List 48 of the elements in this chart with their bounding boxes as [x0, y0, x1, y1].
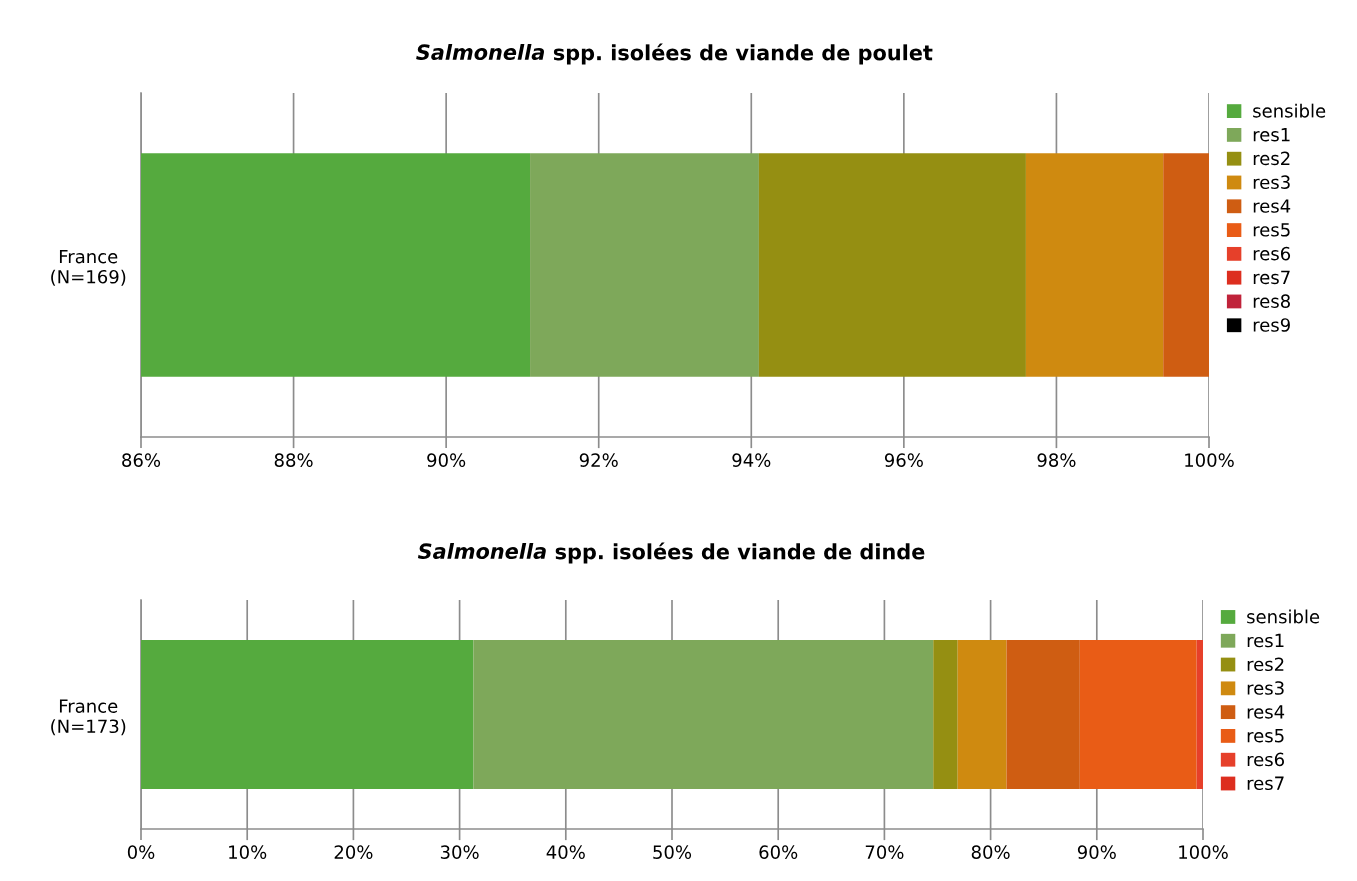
- x-tick-label: 94%: [732, 453, 771, 467]
- chart-title: Salmonella spp. isolées de viande de poulet: [416, 43, 933, 65]
- legend-label: res5: [1253, 223, 1290, 237]
- bar: [957, 640, 1007, 789]
- chart-title: Salmonella spp. isolées de viande de dinde: [417, 542, 925, 564]
- y-tick-label: France (N=169): [51, 249, 126, 286]
- y-tick-label: France (N=173): [51, 699, 126, 736]
- bar: [1006, 640, 1080, 789]
- x-tick-label: 70%: [865, 845, 904, 859]
- x-tick-label: 10%: [229, 845, 267, 859]
- x-tick-label: 80%: [971, 845, 1010, 859]
- bar: [1196, 640, 1203, 789]
- x-tick-label: 90%: [427, 453, 466, 467]
- legend-label: res4: [1253, 199, 1291, 213]
- legend-label: res7: [1253, 270, 1290, 285]
- legend-label: res2: [1253, 151, 1290, 166]
- x-tick-label: 20%: [334, 845, 373, 859]
- x-tick-label: 88%: [274, 453, 313, 467]
- legend-label: sensible: [1247, 609, 1320, 624]
- x-tick-label: 98%: [1037, 453, 1076, 467]
- bar: [473, 640, 934, 789]
- legend-label: res6: [1247, 752, 1284, 767]
- x-tick-label: 0%: [127, 845, 155, 859]
- x-tick-label: 90%: [1077, 845, 1116, 859]
- legend-label: res3: [1253, 175, 1290, 190]
- legend-label: res1: [1253, 128, 1290, 142]
- x-tick-label: 100%: [1179, 845, 1228, 859]
- x-tick-label: 92%: [579, 453, 618, 467]
- bar: [933, 640, 958, 789]
- legend-label: res8: [1253, 294, 1290, 308]
- x-tick-label: 30%: [440, 845, 479, 859]
- legend-label: res2: [1247, 657, 1284, 672]
- legend-label: res5: [1247, 729, 1284, 743]
- x-tick-label: 86%: [122, 453, 161, 467]
- legend-label: res7: [1247, 776, 1284, 791]
- legend-label: res6: [1253, 246, 1291, 261]
- bar: [141, 640, 474, 789]
- x-tick-label: 60%: [759, 845, 798, 859]
- bar: [1079, 640, 1197, 789]
- legend-label: res3: [1247, 681, 1284, 695]
- x-tick-label: 40%: [546, 845, 585, 859]
- legend-label: res4: [1247, 705, 1285, 719]
- legend-label: sensible: [1253, 103, 1326, 118]
- x-tick-label: 50%: [653, 845, 692, 859]
- legend-label: res9: [1253, 318, 1290, 332]
- x-tick-label: 100%: [1185, 453, 1234, 467]
- legend-label: res1: [1247, 633, 1284, 648]
- x-tick-label: 96%: [884, 453, 923, 467]
